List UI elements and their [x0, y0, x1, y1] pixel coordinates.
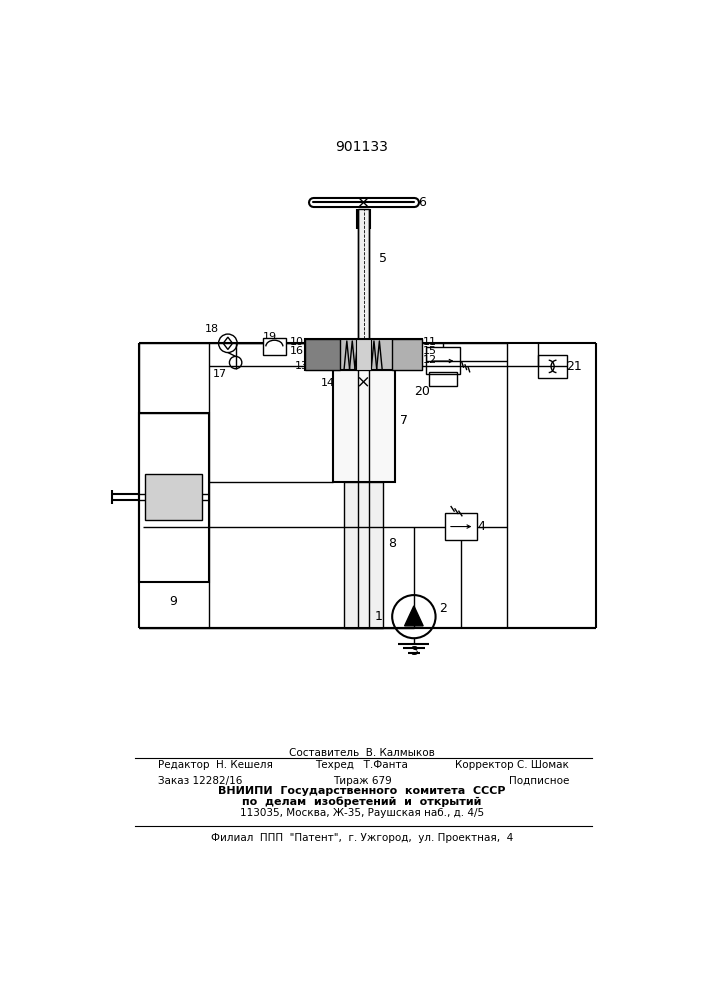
Text: 19: 19: [263, 332, 277, 342]
Bar: [358, 209, 369, 343]
Bar: [305, 339, 340, 370]
Bar: [344, 482, 383, 628]
Text: 8: 8: [388, 537, 396, 550]
Bar: [332, 370, 395, 482]
Bar: [263, 338, 286, 355]
Text: 9: 9: [170, 595, 177, 608]
Text: 7: 7: [399, 414, 408, 427]
Text: 5: 5: [379, 252, 387, 265]
Text: Техред   Т.Фанта: Техред Т.Фанта: [315, 760, 409, 770]
Text: 18: 18: [205, 324, 219, 334]
Text: 10: 10: [290, 337, 304, 347]
Bar: [145, 474, 202, 520]
Bar: [356, 339, 371, 370]
Text: 1: 1: [375, 610, 383, 623]
Bar: [139, 413, 209, 582]
Text: 3: 3: [410, 645, 418, 658]
Text: Редактор  Н. Кешеля: Редактор Н. Кешеля: [158, 760, 273, 770]
Text: 20: 20: [414, 385, 430, 398]
Text: 6: 6: [418, 196, 426, 209]
Polygon shape: [404, 606, 423, 626]
Bar: [305, 339, 421, 370]
Text: Подписное: Подписное: [508, 776, 569, 786]
Text: 13: 13: [296, 361, 309, 371]
Bar: [429, 372, 457, 386]
Text: Филиал  ППП  "Патент",  г. Ужгород,  ул. Проектная,  4: Филиал ППП "Патент", г. Ужгород, ул. Про…: [211, 833, 513, 843]
Text: Заказ 12282/16: Заказ 12282/16: [158, 776, 243, 786]
Text: 12: 12: [423, 355, 438, 365]
Text: Тираж 679: Тираж 679: [332, 776, 392, 786]
Text: 4: 4: [477, 520, 485, 533]
Text: Составитель  В. Калмыков: Составитель В. Калмыков: [289, 748, 435, 758]
Text: 14: 14: [321, 378, 335, 388]
Bar: [445, 513, 477, 540]
Text: 113035, Москва, Ж-35, Раушская наб., д. 4/5: 113035, Москва, Ж-35, Раушская наб., д. …: [240, 808, 484, 818]
Text: 901133: 901133: [336, 140, 388, 154]
Text: 17: 17: [213, 369, 227, 379]
Bar: [538, 355, 567, 378]
Text: Корректор С. Шомак: Корректор С. Шомак: [455, 760, 569, 770]
Text: 15: 15: [423, 346, 437, 356]
Text: 16: 16: [290, 346, 304, 356]
Bar: [426, 347, 460, 374]
Text: 21: 21: [566, 360, 581, 373]
Text: 2: 2: [439, 602, 448, 615]
Bar: [392, 339, 421, 370]
Text: по  делам  изобретений  и  открытий: по делам изобретений и открытий: [243, 797, 481, 807]
Text: ВНИИПИ  Государственного  комитета  СССР: ВНИИПИ Государственного комитета СССР: [218, 786, 506, 796]
Text: 11: 11: [423, 337, 437, 347]
